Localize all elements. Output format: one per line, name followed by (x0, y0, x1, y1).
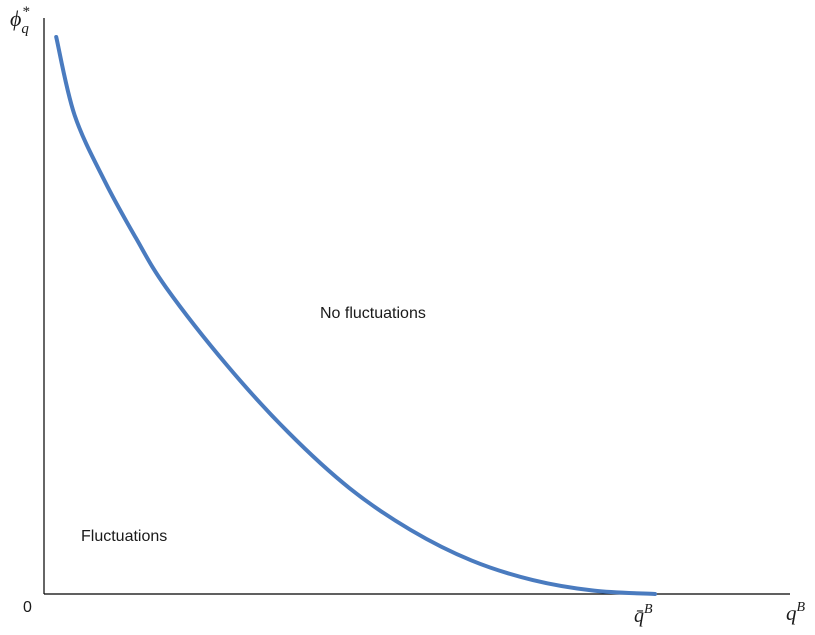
annotation-fluctuations: Fluctuations (81, 528, 167, 545)
x-axis-label: qB (786, 600, 806, 625)
origin-label: 0 (23, 599, 32, 616)
x-tick-label-qbar: q̄B (634, 602, 653, 627)
series-line (54, 35, 657, 596)
y-axis-label: ϕq* (10, 4, 30, 37)
annotation-no-fluctuations: No fluctuations (320, 305, 426, 322)
